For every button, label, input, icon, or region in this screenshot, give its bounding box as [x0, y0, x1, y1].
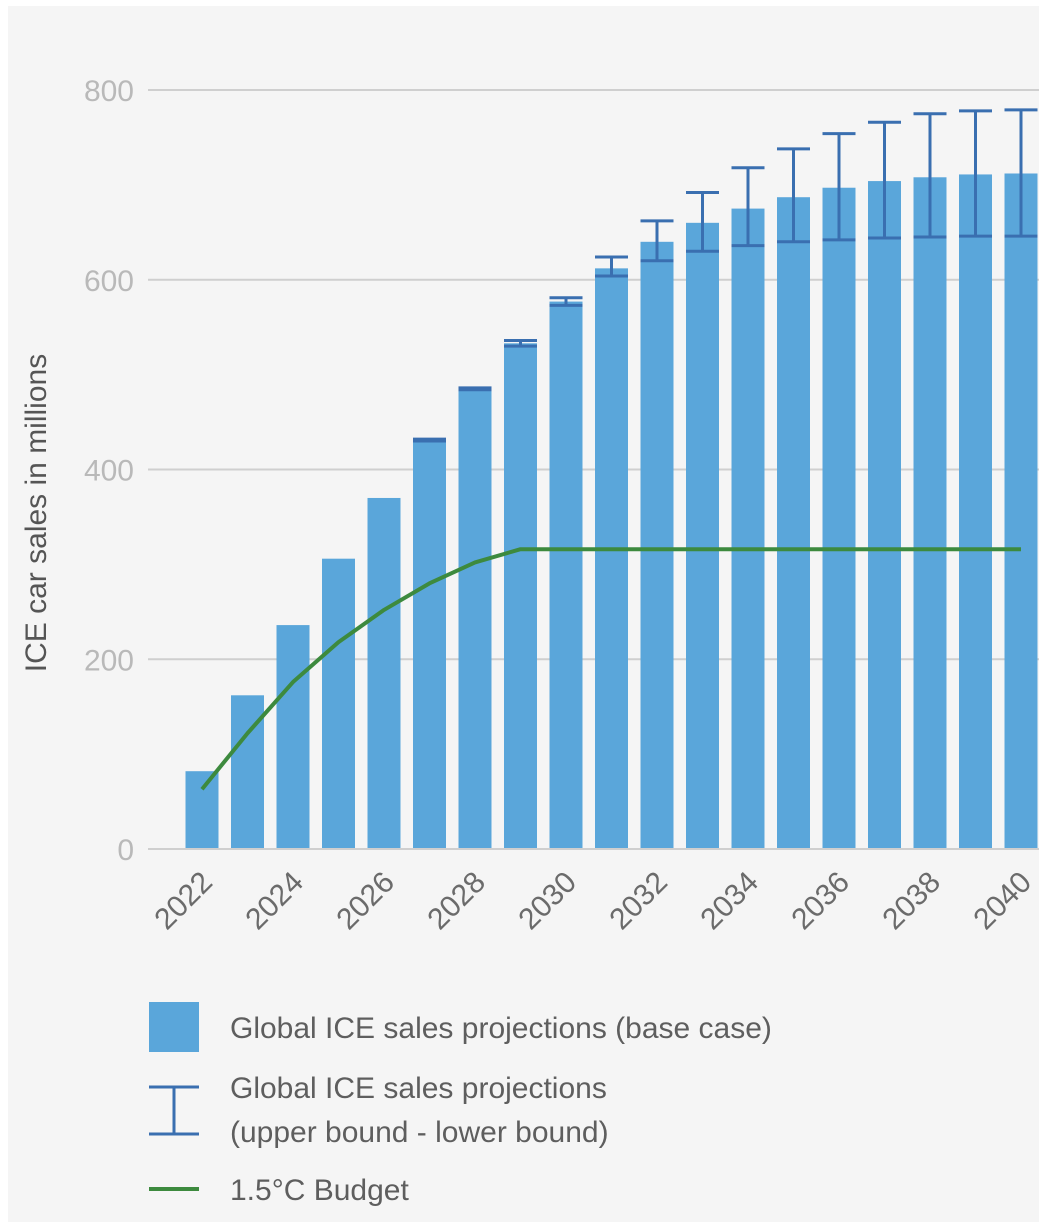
y-tick-label: 200: [84, 644, 134, 677]
error-bar-2032: [640, 219, 674, 263]
legend-item-line: 1.5°C Budget: [149, 1174, 409, 1207]
legend-label: 1.5°C Budget: [230, 1174, 409, 1207]
y-tick-label: 400: [84, 455, 134, 488]
x-tick-label: 2030: [512, 866, 583, 937]
error-bar-2033: [686, 190, 719, 253]
bar-2032: [640, 241, 674, 850]
x-tick-label: 2026: [330, 866, 401, 937]
bar-2038: [913, 177, 947, 849]
budget-line-path: [200, 547, 1021, 791]
x-tick-label: 2022: [148, 866, 219, 937]
bar-2030: [549, 301, 583, 849]
bar-2031: [595, 268, 628, 849]
bar-2039: [959, 174, 992, 850]
bar-2024: [276, 625, 310, 849]
error-bar-2039: [959, 109, 992, 238]
bar-2025: [322, 558, 355, 849]
legend-item-errorbar: Global ICE sales projections (upper bound…: [149, 1072, 609, 1149]
error-bar-2036: [822, 132, 856, 242]
legend-item-bar: Global ICE sales projections (base case): [149, 1002, 772, 1052]
error-bar-2027: [413, 437, 446, 443]
bar-2036: [822, 187, 856, 849]
legend-label: Global ICE sales projections (base case): [230, 1012, 772, 1045]
error-bar-2038: [913, 112, 947, 239]
x-tick-label: 2036: [785, 866, 856, 937]
x-tick-label: 2038: [876, 866, 947, 937]
bar-2040: [1004, 173, 1038, 850]
error-bar-2037: [868, 120, 901, 240]
bar-2033: [686, 222, 719, 849]
x-tick-label: 2028: [421, 866, 492, 937]
budget-line: [200, 547, 1021, 791]
y-tick-label: 600: [84, 265, 134, 298]
error-bar-2040: [1004, 108, 1038, 238]
bar-2034: [731, 208, 765, 849]
x-tick-label: 2024: [239, 866, 310, 937]
y-axis-label: ICE car sales in millions: [20, 354, 53, 672]
y-tick-label: 0: [117, 834, 134, 867]
error-bars: [413, 108, 1038, 443]
chart-card: 0 200 400 600 800 2022 2024 2026 2028 2030 2032 203…: [8, 6, 1039, 1222]
bar-2029: [504, 343, 537, 849]
chart: 0 200 400 600 800 2022 2024 2026 2028 2030 2032 203…: [20, 75, 1039, 1207]
error-bar-2031: [595, 255, 628, 278]
bar-2037: [868, 181, 901, 849]
legend: Global ICE sales projections (base case)…: [149, 1002, 772, 1207]
bar-2035: [777, 197, 810, 850]
bar-2022: [185, 771, 219, 849]
legend-bar-swatch: [149, 1002, 199, 1052]
gridlines: [148, 89, 1039, 661]
x-tick-label: 2032: [603, 866, 674, 937]
bar-2028: [458, 388, 492, 849]
error-bar-2030: [549, 296, 583, 307]
legend-label: (upper bound - lower bound): [230, 1116, 609, 1149]
bar-2026: [367, 497, 401, 849]
error-bar-2028: [458, 386, 492, 392]
x-tick-label: 2040: [967, 866, 1038, 937]
bars: [185, 173, 1038, 850]
bar-2027: [413, 441, 446, 849]
error-bar-2029: [504, 338, 537, 348]
error-bar-2034: [731, 166, 765, 248]
legend-errorbar-swatch: [149, 1085, 199, 1136]
error-bar-2035: [777, 147, 810, 244]
legend-label: Global ICE sales projections: [230, 1072, 607, 1105]
y-tick-label: 800: [84, 75, 134, 108]
x-tick-label: 2034: [694, 866, 765, 937]
